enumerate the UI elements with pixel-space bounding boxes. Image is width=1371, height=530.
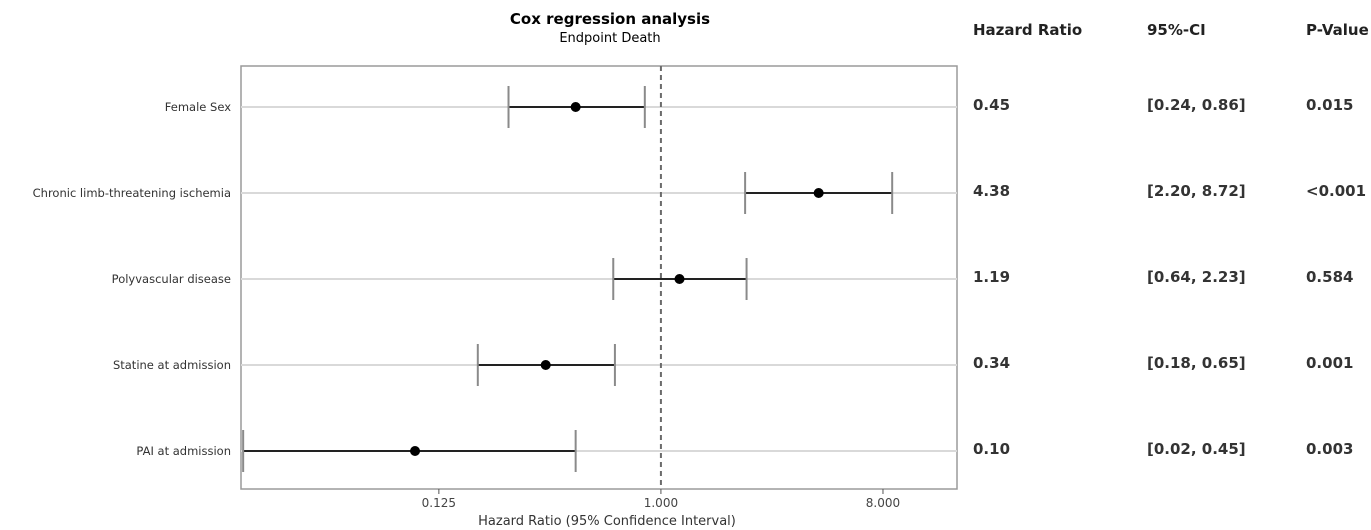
hazard-ratio-value: 0.34 <box>973 354 1011 372</box>
hazard-ratio-point <box>570 102 581 112</box>
row-label: Polyvascular disease <box>112 272 231 286</box>
row-label: Chronic limb-threatening ischemia <box>33 186 231 200</box>
hazard-ratio-value: 1.19 <box>973 268 1011 286</box>
p-value: <0.001 <box>1306 182 1367 200</box>
hazard-ratio-point <box>674 274 685 284</box>
x-axis-title: Hazard Ratio (95% Confidence Interval) <box>478 514 736 529</box>
hazard-ratio-column-header: Hazard Ratio <box>973 21 1083 39</box>
row-label: PAI at admission <box>136 444 231 458</box>
hazard-ratio-value: 0.10 <box>973 440 1011 458</box>
x-tick-label: 0.125 <box>422 496 456 510</box>
row-label: Statine at admission <box>113 358 231 372</box>
ci-column-header: 95%-CI <box>1147 21 1206 39</box>
hazard-ratio-point <box>410 446 421 456</box>
hazard-ratio-point <box>813 188 824 198</box>
hazard-ratio-point <box>540 360 551 370</box>
chart-title: Cox regression analysis <box>509 10 711 28</box>
ci-value: [0.18, 0.65] <box>1147 354 1246 372</box>
x-tick-label: 1.000 <box>644 496 678 510</box>
plot-panel-border <box>240 65 958 490</box>
chart-subtitle: Endpoint Death <box>559 31 661 46</box>
hazard-ratio-value: 4.38 <box>973 182 1011 200</box>
ci-value: [0.24, 0.86] <box>1147 96 1246 114</box>
p-value: 0.584 <box>1306 268 1354 286</box>
ci-value: [2.20, 8.72] <box>1147 182 1246 200</box>
row-label: Female Sex <box>165 100 231 114</box>
p-value: 0.001 <box>1306 354 1354 372</box>
p-value-column-header: P-Value <box>1306 21 1369 39</box>
ci-value: [0.64, 2.23] <box>1147 268 1246 286</box>
p-value: 0.015 <box>1306 96 1354 114</box>
hazard-ratio-value: 0.45 <box>973 96 1011 114</box>
ci-value: [0.02, 0.45] <box>1147 440 1246 458</box>
p-value: 0.003 <box>1306 440 1354 458</box>
x-tick-label: 8.000 <box>866 496 900 510</box>
